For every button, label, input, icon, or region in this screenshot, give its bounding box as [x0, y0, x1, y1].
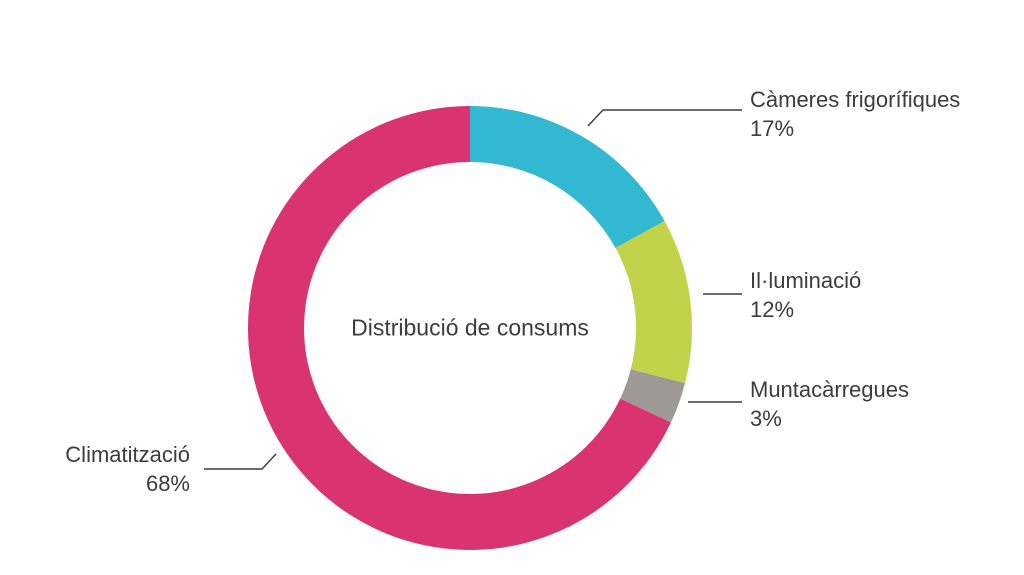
chart-title: Distribució de consums [351, 314, 589, 341]
slice-value-label: 12% [750, 297, 795, 322]
donut-slice-0 [470, 106, 665, 249]
callout-muntacarregues: Muntacàrregues 3% [750, 375, 909, 433]
slice-value-label: 3% [750, 406, 782, 431]
slice-value-label: 17% [750, 116, 795, 141]
donut-slice-2 [620, 369, 686, 423]
callout-camaras: Càmeres frigorífiques 17% [750, 85, 960, 143]
callout-illuminacio: Il·luminació 12% [750, 266, 861, 324]
slice-label: Càmeres frigorífiques [750, 87, 961, 112]
donut-slices [247, 106, 692, 550]
slice-label: Il·luminació [750, 268, 862, 293]
leader-lines [204, 109, 742, 470]
callout-climatitzacio: Climatització 68% [65, 440, 190, 498]
slice-label: Muntacàrregues [750, 377, 909, 402]
donut-slice-1 [615, 221, 692, 384]
slice-value-label: 68% [145, 471, 190, 496]
slice-label: Climatització [65, 442, 190, 467]
leader-line-0 [587, 109, 742, 127]
leader-line-3 [204, 453, 277, 470]
